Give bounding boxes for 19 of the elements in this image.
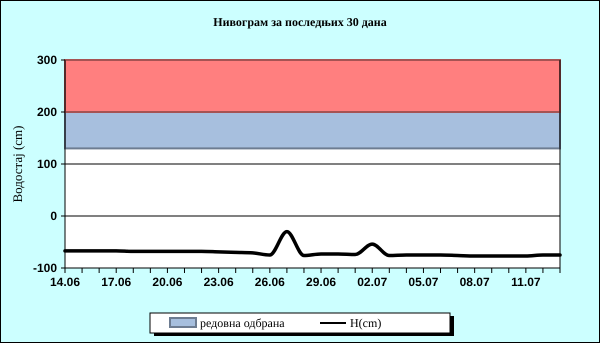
legend-label: редовна одбрана bbox=[200, 316, 286, 330]
chart-title: Нивограм за последњих 30 дана bbox=[213, 15, 387, 29]
x-tick-label: 08.07 bbox=[460, 275, 490, 289]
y-tick-label: 200 bbox=[36, 105, 58, 119]
x-tick-label: 26.06 bbox=[254, 275, 286, 289]
y-axis-title: Водостај (cm) bbox=[10, 125, 25, 203]
y-tick-label: 0 bbox=[50, 209, 58, 223]
x-tick-label: 02.07 bbox=[357, 275, 388, 289]
x-tick-label: 05.07 bbox=[408, 275, 439, 289]
x-tick-label: 11.07 bbox=[511, 275, 541, 289]
y-tick-label: -100 bbox=[32, 261, 58, 275]
y-tick-label: 100 bbox=[36, 157, 58, 171]
x-tick-label: 17.06 bbox=[101, 275, 132, 289]
x-tick-label: 29.06 bbox=[306, 275, 336, 289]
x-tick-label: 23.06 bbox=[204, 275, 234, 289]
legend-label: H(cm) bbox=[350, 316, 382, 330]
x-tick-label: 20.06 bbox=[152, 275, 183, 289]
y-tick-label: 300 bbox=[36, 53, 58, 67]
x-tick-label: 14.06 bbox=[50, 275, 80, 289]
